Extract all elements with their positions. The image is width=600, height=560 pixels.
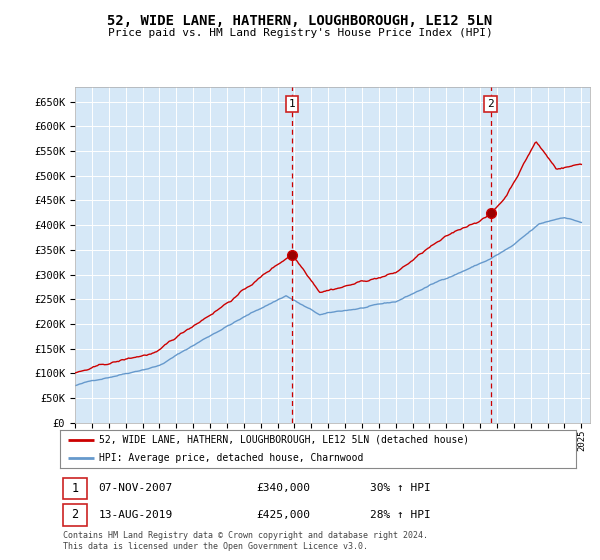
Text: 30% ↑ HPI: 30% ↑ HPI xyxy=(370,483,430,493)
FancyBboxPatch shape xyxy=(62,478,88,500)
Text: £340,000: £340,000 xyxy=(256,483,310,493)
Text: 28% ↑ HPI: 28% ↑ HPI xyxy=(370,510,430,520)
Text: Contains HM Land Registry data © Crown copyright and database right 2024.
This d: Contains HM Land Registry data © Crown c… xyxy=(62,531,428,550)
Text: 52, WIDE LANE, HATHERN, LOUGHBOROUGH, LE12 5LN (detached house): 52, WIDE LANE, HATHERN, LOUGHBOROUGH, LE… xyxy=(98,435,469,445)
FancyBboxPatch shape xyxy=(62,504,88,526)
Text: 13-AUG-2019: 13-AUG-2019 xyxy=(98,510,173,520)
Text: HPI: Average price, detached house, Charnwood: HPI: Average price, detached house, Char… xyxy=(98,453,363,463)
Text: 1: 1 xyxy=(289,99,295,109)
Text: 52, WIDE LANE, HATHERN, LOUGHBOROUGH, LE12 5LN: 52, WIDE LANE, HATHERN, LOUGHBOROUGH, LE… xyxy=(107,14,493,28)
Text: 1: 1 xyxy=(71,482,79,495)
Text: 07-NOV-2007: 07-NOV-2007 xyxy=(98,483,173,493)
Text: £425,000: £425,000 xyxy=(256,510,310,520)
Text: 2: 2 xyxy=(71,508,79,521)
Text: Price paid vs. HM Land Registry's House Price Index (HPI): Price paid vs. HM Land Registry's House … xyxy=(107,28,493,38)
Text: 2: 2 xyxy=(487,99,494,109)
